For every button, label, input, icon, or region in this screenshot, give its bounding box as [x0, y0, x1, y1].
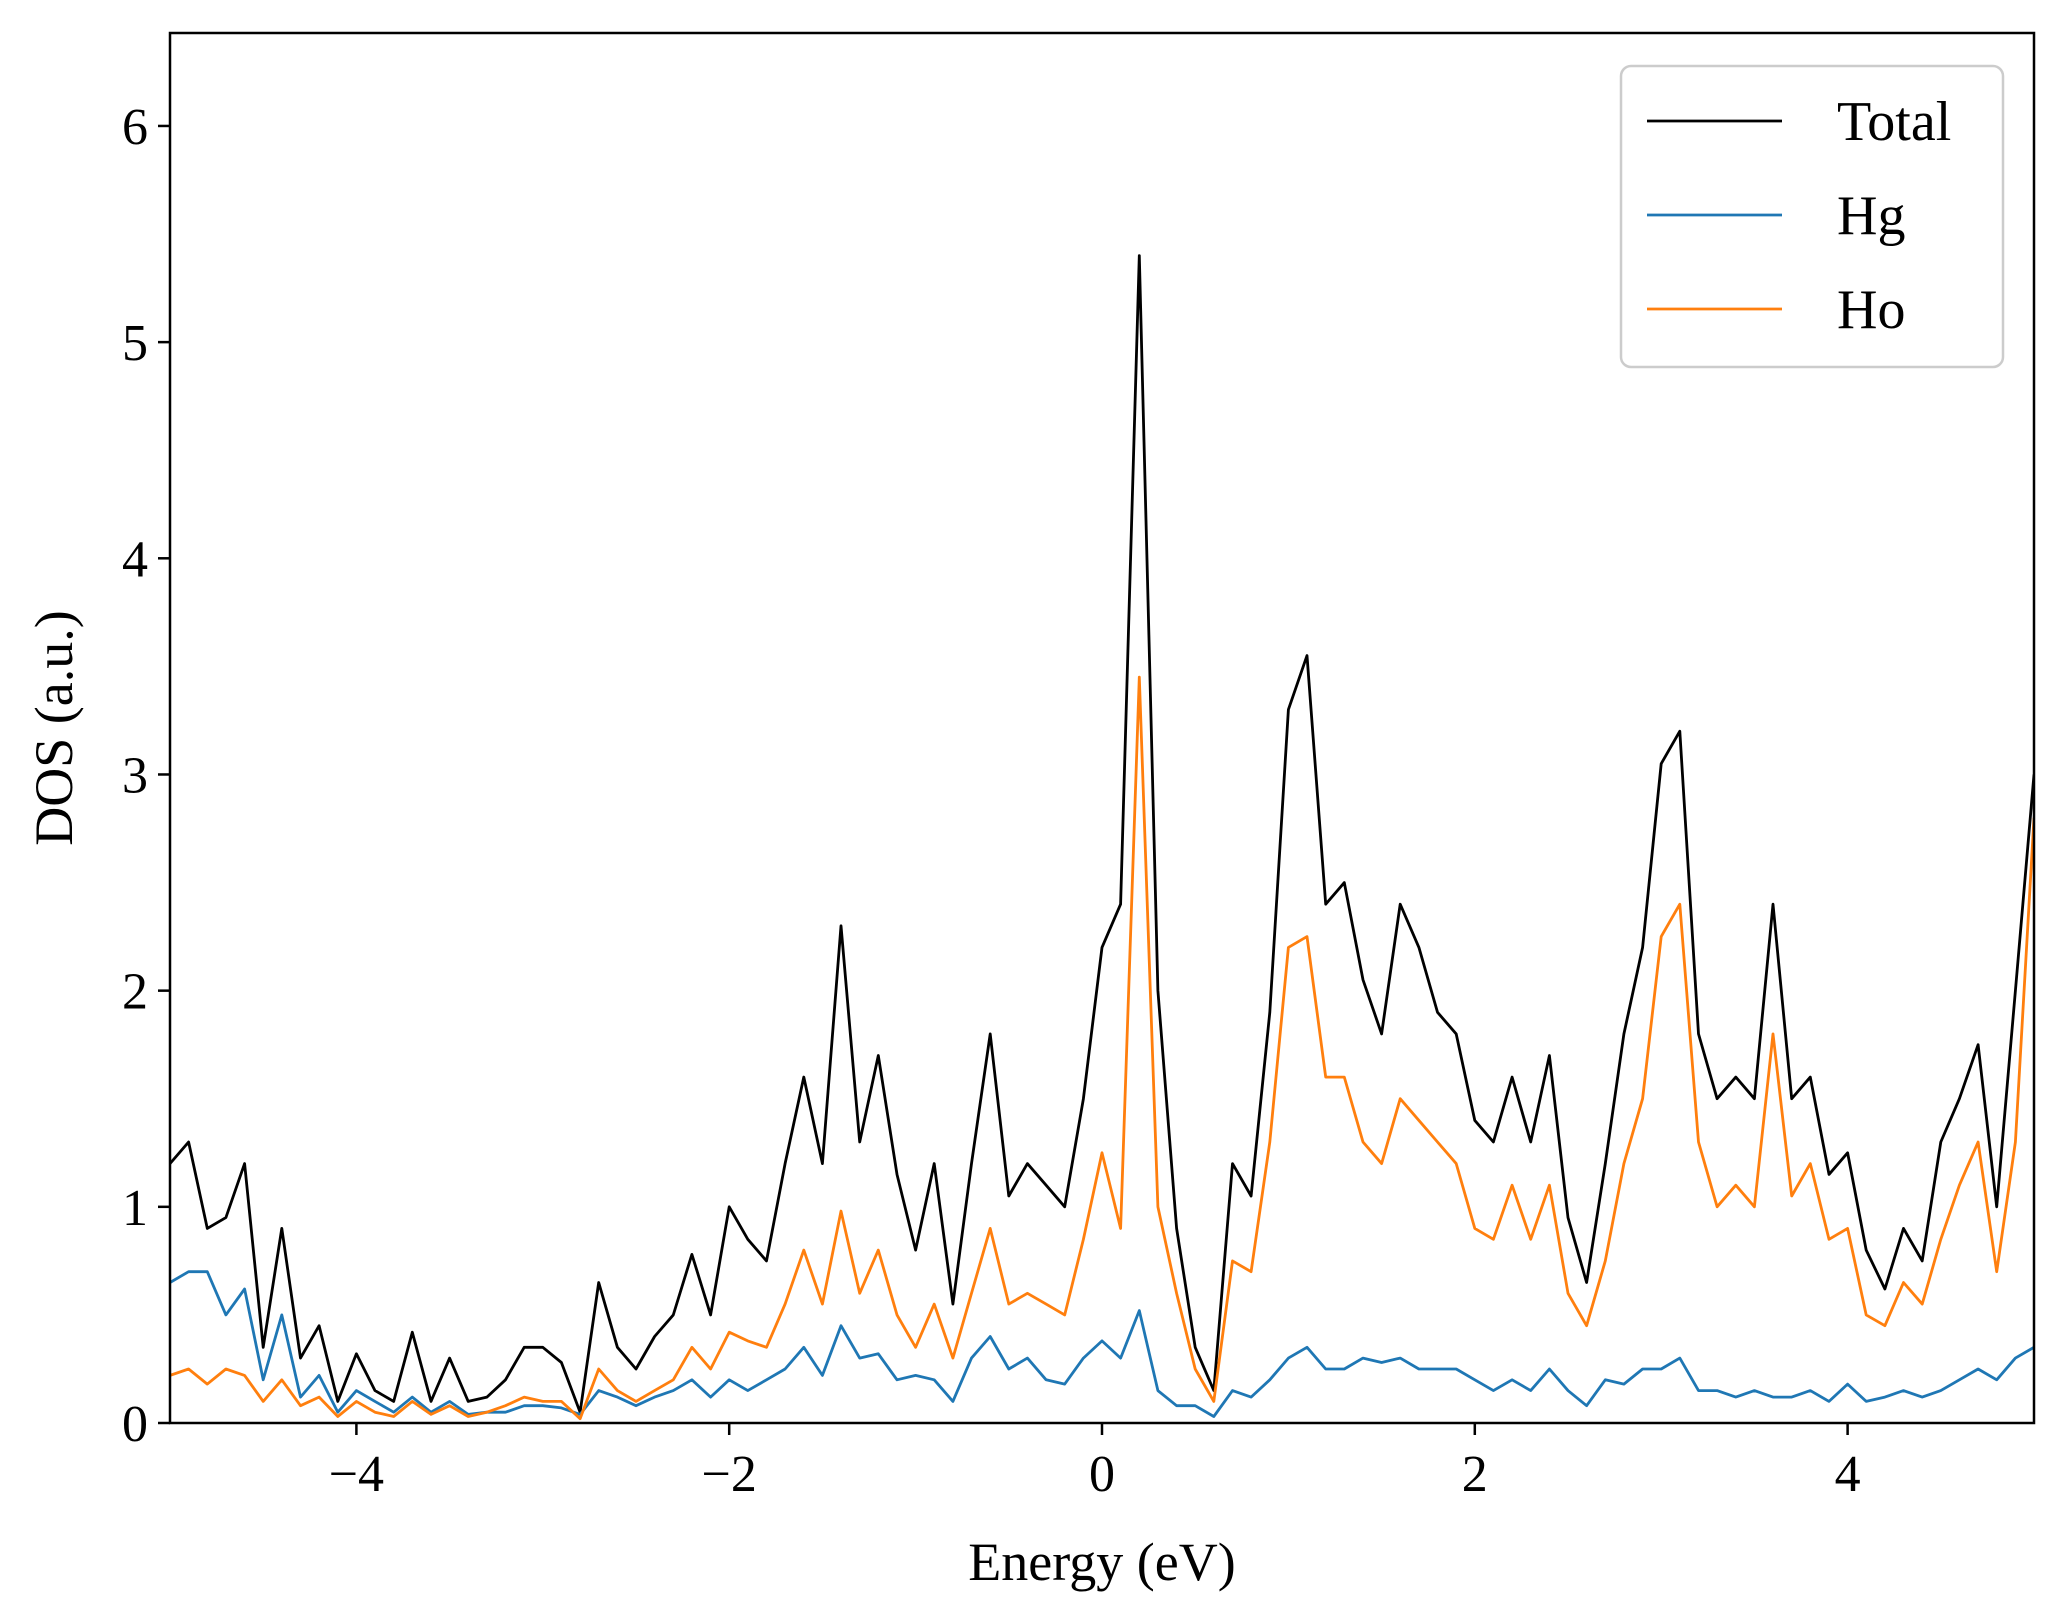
- y-tick-label: 2: [122, 964, 148, 1021]
- x-tick-label: −2: [702, 1446, 757, 1503]
- y-tick-label: 0: [122, 1396, 148, 1453]
- plot-lines: [170, 254, 2034, 1421]
- y-tick-label: 6: [122, 99, 148, 156]
- legend-box: [1619, 64, 2005, 369]
- x-axis-label: Energy (eV): [968, 1532, 1235, 1592]
- y-axis-label: DOS (a.u.): [24, 610, 84, 845]
- y-tick-label: 4: [122, 531, 148, 588]
- x-tick-label: −4: [329, 1446, 384, 1503]
- legend-label: Total: [1837, 91, 1951, 153]
- legend-label: Ho: [1837, 279, 1905, 341]
- y-tick-label: 3: [122, 747, 148, 804]
- y-tick-label: 5: [122, 315, 148, 372]
- x-tick-label: 4: [1835, 1446, 1861, 1503]
- series-line: [170, 254, 2034, 1414]
- legend-label: Hg: [1837, 185, 1905, 247]
- x-tick-label: 0: [1089, 1446, 1115, 1503]
- series-line: [170, 1270, 2034, 1418]
- x-tick-label: 2: [1462, 1446, 1488, 1503]
- y-tick-label: 1: [122, 1180, 148, 1237]
- series-line: [170, 675, 2034, 1421]
